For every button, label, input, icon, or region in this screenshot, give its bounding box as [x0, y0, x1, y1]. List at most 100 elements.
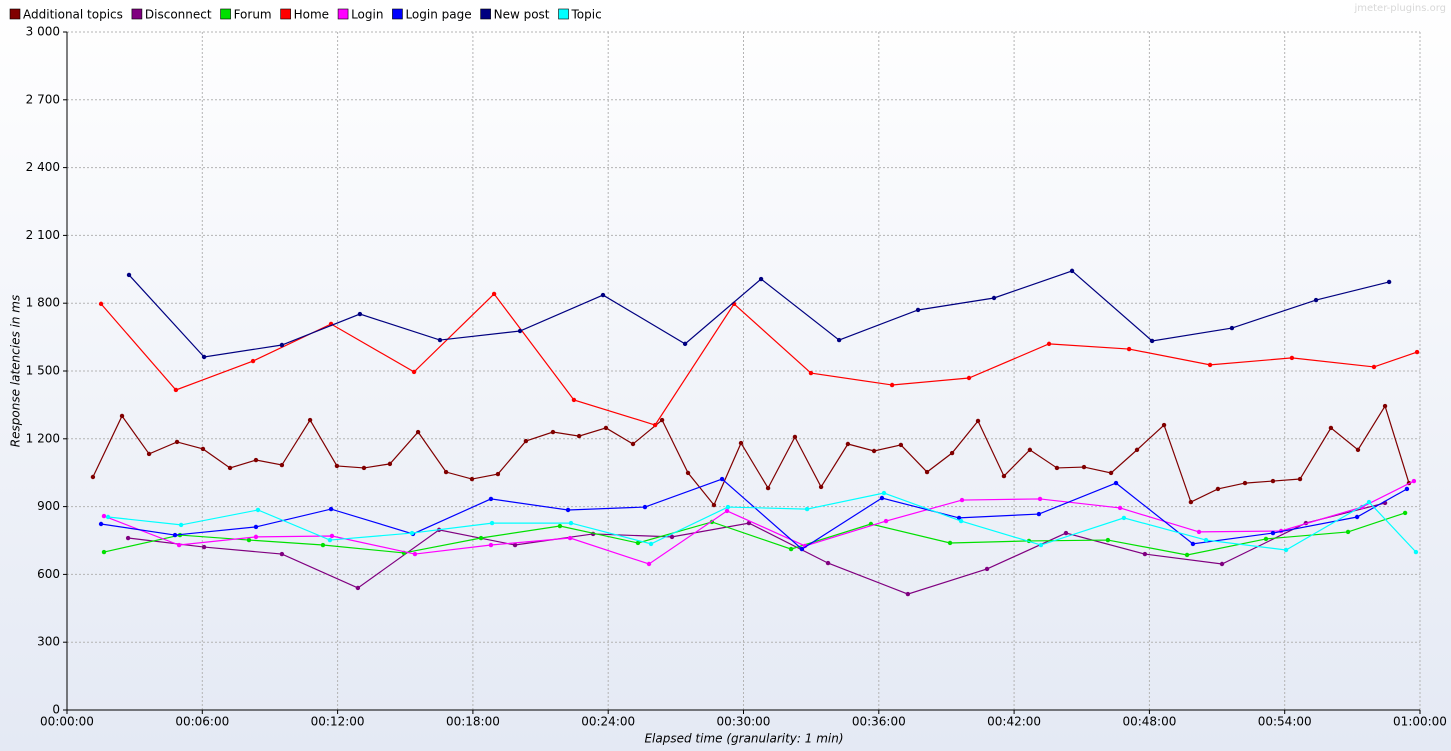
data-point — [200, 446, 206, 452]
legend-swatch — [220, 8, 231, 20]
data-point — [1297, 476, 1303, 482]
data-point — [568, 520, 574, 526]
data-point — [1203, 537, 1209, 543]
data-point — [1402, 510, 1408, 516]
data-point — [659, 417, 665, 423]
data-point — [1371, 364, 1377, 370]
data-point — [101, 549, 107, 555]
data-point — [818, 484, 824, 490]
data-point — [685, 470, 691, 476]
data-point — [437, 337, 443, 343]
legend-label: New post — [494, 8, 550, 22]
data-point — [1270, 530, 1276, 536]
data-point — [603, 425, 609, 431]
data-point — [1046, 341, 1052, 347]
data-point — [959, 497, 965, 503]
data-point — [174, 439, 180, 445]
data-point — [1184, 552, 1190, 558]
data-point — [172, 532, 178, 538]
x-tick-label: 00:42:00 — [987, 715, 1041, 729]
data-point — [1038, 542, 1044, 548]
data-point — [765, 485, 771, 491]
data-point — [320, 542, 326, 548]
data-point — [879, 495, 885, 501]
data-point — [1413, 549, 1419, 555]
legend-swatch — [558, 8, 569, 20]
data-point — [1063, 530, 1069, 536]
data-point — [478, 535, 484, 541]
data-point — [1414, 349, 1420, 355]
data-point — [1313, 297, 1319, 303]
data-point — [523, 438, 529, 444]
data-point — [630, 441, 636, 447]
data-point — [178, 522, 184, 528]
data-point — [966, 375, 972, 381]
legend-label: Login page — [405, 8, 471, 22]
data-point — [415, 429, 421, 435]
data-point — [1081, 464, 1087, 470]
x-tick-label: 00:06:00 — [175, 715, 229, 729]
data-point — [253, 457, 259, 463]
data-point — [1219, 561, 1225, 567]
legend-label: Topic — [571, 8, 602, 22]
data-point — [1054, 465, 1060, 471]
series-line — [107, 492, 1417, 553]
data-point — [443, 469, 449, 475]
data-point — [307, 417, 313, 423]
data-point — [328, 506, 334, 512]
data-point — [1105, 537, 1111, 543]
y-tick-label: 2 100 — [26, 228, 60, 242]
data-point — [889, 382, 895, 388]
data-point — [1328, 425, 1334, 431]
data-point — [173, 387, 179, 393]
data-point — [90, 474, 96, 480]
data-point — [201, 354, 207, 360]
data-point — [1263, 536, 1269, 542]
data-point — [984, 566, 990, 572]
data-point — [1036, 511, 1042, 517]
legend-swatch — [392, 8, 403, 20]
data-point — [1366, 499, 1372, 505]
y-tick-label: 300 — [37, 635, 60, 649]
data-point — [98, 521, 104, 527]
data-point — [738, 440, 744, 446]
data-point — [355, 585, 361, 591]
data-point — [246, 537, 252, 543]
legend-swatch — [337, 8, 349, 20]
data-point — [488, 496, 494, 502]
data-point — [1134, 447, 1140, 453]
data-point — [357, 311, 363, 317]
data-point — [279, 462, 285, 468]
data-point — [600, 292, 606, 298]
data-point — [250, 358, 256, 364]
data-point — [975, 418, 981, 424]
data-point — [1126, 346, 1132, 352]
data-point — [227, 465, 233, 471]
data-point — [1289, 355, 1295, 361]
data-point — [1229, 325, 1235, 331]
data-point — [1142, 551, 1148, 557]
watermark: jmeter-plugins.org — [1353, 3, 1446, 14]
data-point — [1242, 480, 1248, 486]
data-point — [1069, 268, 1075, 274]
data-point — [845, 441, 851, 447]
data-point — [327, 537, 333, 543]
x-tick-label: 00:48:00 — [1122, 715, 1176, 729]
data-point — [898, 442, 904, 448]
data-point — [576, 433, 582, 439]
data-point — [1207, 362, 1213, 368]
data-point — [669, 534, 675, 540]
y-axis-title: Response latencies in ms — [9, 295, 23, 447]
data-point — [253, 534, 259, 540]
data-point — [512, 542, 518, 548]
data-point — [1270, 478, 1276, 484]
data-point — [491, 291, 497, 297]
data-point — [648, 541, 654, 547]
data-point — [361, 465, 367, 471]
legend-swatch — [480, 8, 491, 20]
data-point — [915, 307, 921, 313]
data-point — [642, 504, 648, 510]
data-point — [126, 272, 132, 278]
data-point — [334, 463, 340, 469]
